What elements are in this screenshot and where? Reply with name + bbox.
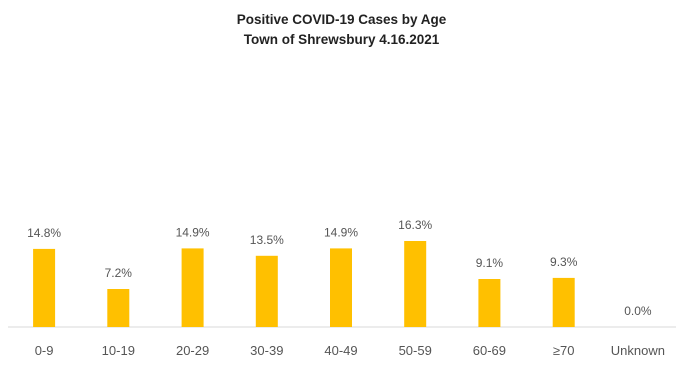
bar-50-59 <box>404 241 427 327</box>
tick-label-0-9: 0-9 <box>35 343 54 358</box>
data-label-40-49: 14.9% <box>324 225 358 239</box>
data-label-30-39: 13.5% <box>250 233 284 247</box>
tick-label-20-29: 20-29 <box>176 343 209 358</box>
tick-label-30-39: 30-39 <box>250 343 283 358</box>
bar-40-49 <box>330 248 352 327</box>
bar-70 <box>552 277 575 327</box>
tick-label-unknown: Unknown <box>611 343 665 358</box>
data-label-unknown: 0.0% <box>624 304 652 318</box>
bar-10-19 <box>107 289 130 327</box>
data-labels-group: 14.8% 7.2% 14.9% 13.5% 14.9% 16.3% 9.1% 9.3% 0.0… <box>27 218 652 318</box>
bar-0-9 <box>33 248 56 327</box>
tick-label-40-49: 40-49 <box>324 343 357 358</box>
data-label-20-29: 14.9% <box>176 225 210 239</box>
data-label-50-59: 16.3% <box>398 218 432 232</box>
tick-label-10-19: 10-19 <box>102 343 135 358</box>
bar-30-39 <box>255 255 278 327</box>
tick-label-60-69: 60-69 <box>473 343 506 358</box>
chart-title: Positive COVID-19 Cases by Age <box>236 12 447 27</box>
chart-subtitle: Town of Shrewsbury 4.16.2021 <box>243 32 440 47</box>
bars-group <box>33 241 575 327</box>
tick-label-70: ≥70 <box>553 343 575 358</box>
data-label-70: 9.3% <box>550 255 578 269</box>
data-label-0-9: 14.8% <box>27 226 61 240</box>
bar-60-69 <box>478 279 501 327</box>
tick-labels-group: 0-9 10-19 20-29 30-39 40-49 50-59 60-69 ≥70 Unkn… <box>35 343 665 358</box>
chart-title-block: Positive COVID-19 Cases by Age Town of S… <box>0 10 683 50</box>
tick-label-50-59: 50-59 <box>399 343 432 358</box>
bar-20-29 <box>181 248 204 327</box>
data-label-60-69: 9.1% <box>476 256 504 270</box>
data-label-10-19: 7.2% <box>105 266 133 280</box>
